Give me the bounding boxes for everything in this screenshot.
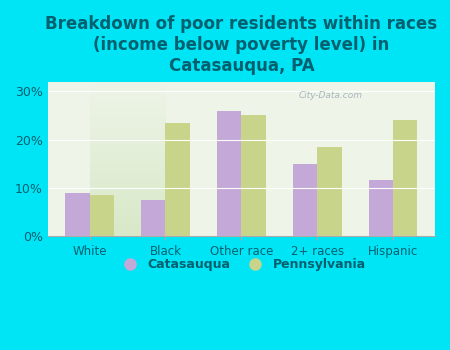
Bar: [241, 116, 266, 236]
Legend: Catasauqua, Pennsylvania: Catasauqua, Pennsylvania: [112, 253, 371, 276]
Title: Breakdown of poor residents within races
(income below poverty level) in
Catasau: Breakdown of poor residents within races…: [45, 15, 437, 75]
Bar: [217, 111, 241, 236]
Bar: [90, 195, 114, 236]
Bar: [293, 163, 317, 236]
Bar: [166, 122, 190, 236]
Bar: [393, 120, 418, 236]
Text: City-Data.com: City-Data.com: [298, 91, 362, 100]
Bar: [141, 200, 166, 236]
Bar: [317, 147, 342, 236]
Bar: [65, 193, 90, 236]
Bar: [369, 181, 393, 236]
